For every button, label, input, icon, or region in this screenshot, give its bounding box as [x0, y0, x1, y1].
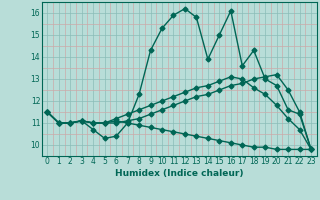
X-axis label: Humidex (Indice chaleur): Humidex (Indice chaleur): [115, 169, 244, 178]
